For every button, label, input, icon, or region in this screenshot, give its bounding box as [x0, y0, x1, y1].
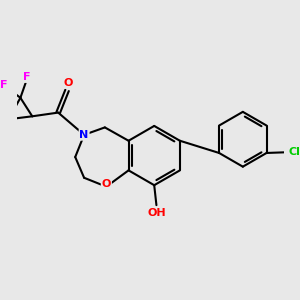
- Text: F: F: [0, 80, 7, 90]
- Text: N: N: [80, 130, 89, 140]
- Text: O: O: [102, 179, 111, 189]
- Text: Cl: Cl: [288, 147, 300, 157]
- Text: OH: OH: [148, 208, 167, 218]
- Text: O: O: [63, 78, 73, 88]
- Text: F: F: [23, 72, 31, 82]
